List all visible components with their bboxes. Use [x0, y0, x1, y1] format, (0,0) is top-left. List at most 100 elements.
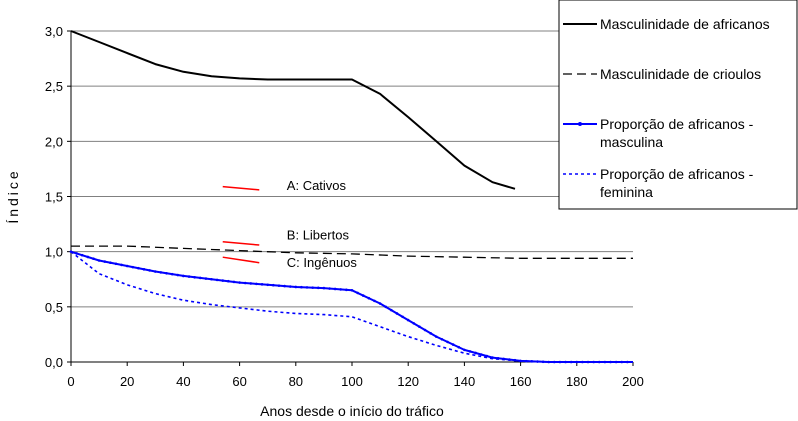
series-marker — [569, 360, 573, 364]
series-marker — [238, 281, 241, 284]
series-marker — [609, 360, 612, 364]
series-marker — [322, 286, 326, 290]
series-marker — [390, 308, 393, 312]
x-tick-label: 140 — [454, 374, 476, 389]
series-marker — [316, 286, 320, 290]
series-marker — [457, 345, 461, 349]
series-marker — [125, 264, 129, 268]
annotations: A: Cativos B: Libertos C: Ingênuos — [222, 178, 358, 270]
x-tick-label: 80 — [289, 374, 303, 389]
series-marker — [260, 283, 264, 286]
x-tick-labels: 0 20 40 60 80 100 120 140 160 180 200 — [67, 374, 643, 389]
series-marker — [165, 271, 168, 275]
y-axis-title: Índice — [5, 168, 21, 223]
series-marker — [97, 259, 101, 262]
series-marker — [193, 275, 196, 279]
legend-marker — [578, 122, 582, 126]
series-marker — [154, 270, 157, 273]
series-marker — [406, 318, 410, 322]
legend: Masculinidade de africanos Masculinidade … — [558, 0, 798, 210]
annotation-marker — [222, 240, 260, 246]
series-marker — [176, 273, 180, 277]
series-marker — [581, 360, 584, 364]
series-marker — [249, 282, 253, 285]
series-marker — [384, 305, 388, 309]
series-marker — [311, 286, 314, 289]
x-tick-label: 0 — [67, 374, 74, 389]
series-marker — [474, 351, 477, 355]
series-marker — [614, 360, 618, 364]
series-marker — [288, 285, 292, 288]
series-marker — [479, 353, 483, 356]
series-marker — [221, 279, 225, 282]
series-marker — [378, 302, 382, 305]
y-tick-label: 2,5 — [45, 79, 63, 94]
series-marker — [75, 252, 78, 255]
legend-label: Proporção de africanos -masculina — [600, 116, 754, 150]
x-tick-label: 180 — [566, 374, 588, 389]
annotation-label: A: Cativos — [287, 178, 347, 193]
series-marker — [120, 263, 123, 267]
x-tick-label: 200 — [622, 374, 644, 389]
series-marker — [597, 360, 601, 364]
series-marker — [109, 261, 112, 265]
series-marker — [131, 265, 135, 269]
series-marker — [204, 277, 208, 280]
legend-label: Proporção de africanos -feminina — [600, 166, 754, 200]
series-marker — [620, 360, 624, 364]
series-marker — [92, 257, 95, 261]
series-marker — [395, 312, 399, 315]
y-tick-label: 0,0 — [45, 355, 63, 370]
series-marker — [463, 348, 466, 352]
series-marker — [215, 278, 219, 282]
series-marker — [541, 360, 545, 364]
series-marker — [356, 291, 359, 295]
series-marker — [232, 280, 236, 284]
y-tick-label: 0,5 — [45, 300, 63, 315]
series-marker — [187, 275, 191, 278]
series-marker — [440, 337, 444, 341]
series-marker — [423, 328, 427, 332]
series-line-1 — [70, 30, 516, 190]
series-group — [69, 30, 633, 364]
series-marker — [350, 288, 354, 292]
series-marker — [575, 360, 579, 364]
series-marker — [80, 253, 84, 257]
annotation-marker — [222, 185, 260, 191]
series-marker — [446, 340, 449, 344]
series-marker — [170, 272, 174, 276]
series-marker — [277, 284, 281, 287]
annotation-label: B: Libertos — [287, 228, 350, 243]
series-line-2 — [71, 245, 633, 259]
series-marker — [339, 288, 343, 291]
series-marker — [103, 260, 107, 263]
series-marker — [586, 360, 590, 364]
series-marker — [412, 322, 416, 325]
y-tick-label: 1,0 — [45, 245, 63, 260]
x-tick-label: 160 — [510, 374, 532, 389]
y-tick-labels: 0,0 0,5 1,0 1,5 2,0 2,5 3,0 — [45, 24, 63, 370]
series-marker — [468, 350, 472, 353]
series-marker — [429, 332, 432, 335]
series-marker — [272, 283, 275, 287]
series-marker — [243, 281, 247, 285]
gridlines — [71, 30, 633, 308]
annotation-label: C: Ingênuos — [287, 255, 358, 270]
series-marker — [198, 276, 202, 280]
series-marker — [418, 325, 421, 328]
annotation-marker — [222, 256, 260, 264]
series-marker — [553, 360, 556, 364]
series-marker — [210, 277, 213, 281]
series-marker — [451, 343, 455, 346]
series-marker — [300, 285, 303, 289]
series-marker — [159, 271, 163, 274]
y-tick-label: 2,0 — [45, 134, 63, 149]
series-marker — [333, 287, 337, 291]
legend-box — [558, 0, 798, 210]
series-marker — [114, 262, 118, 266]
series-marker — [227, 279, 230, 283]
x-axis-title: Anos desde o início do tráfico — [260, 403, 444, 419]
series-marker — [361, 294, 365, 297]
series-marker — [182, 274, 185, 278]
